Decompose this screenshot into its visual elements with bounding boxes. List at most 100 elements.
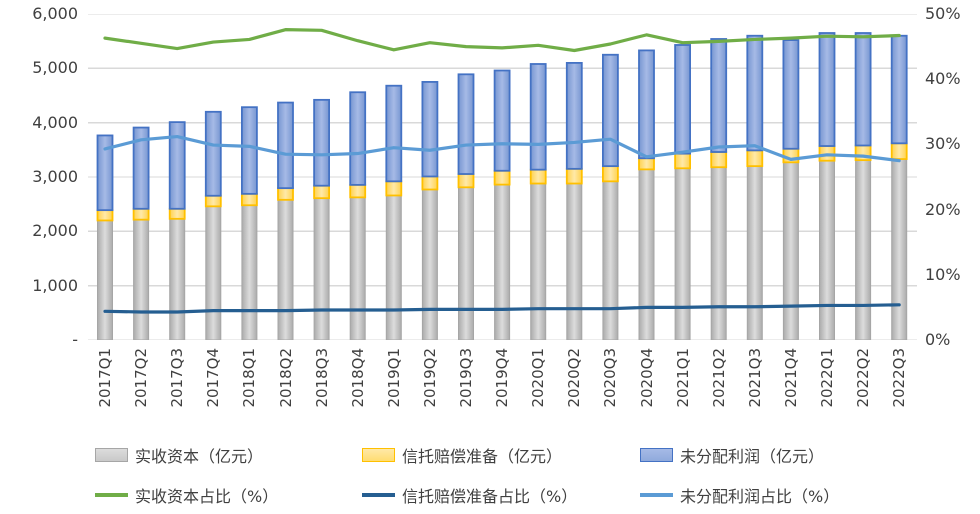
bar-trust-compensation-reserve bbox=[529, 168, 547, 185]
bar-trust-compensation-reserve bbox=[565, 167, 583, 185]
legend-bar-swatch-paid-in-capital bbox=[95, 448, 128, 462]
bar-paid-in-capital bbox=[205, 205, 222, 340]
right-axis-tick: 50% bbox=[925, 4, 961, 23]
line-undistributed-profit-ratio bbox=[103, 134, 901, 163]
bar-undistributed-profit bbox=[854, 32, 872, 147]
bar-paid-in-capital bbox=[602, 180, 619, 340]
right-axis-tick: 10% bbox=[925, 264, 961, 284]
bar-trust-compensation-reserve bbox=[168, 207, 186, 220]
bar-paid-in-capital bbox=[349, 196, 366, 340]
legend-label: 未分配利润占比（%） bbox=[680, 487, 840, 506]
bar-paid-in-capital bbox=[421, 188, 438, 340]
bar-undistributed-profit bbox=[457, 73, 475, 175]
lines bbox=[103, 28, 901, 314]
x-axis-label: 2019Q2 bbox=[420, 348, 439, 408]
bar-paid-in-capital bbox=[241, 204, 258, 340]
legend-item-trust-compensation-reserve: 信托赔偿准备（亿元） bbox=[362, 444, 562, 466]
bar-trust-compensation-reserve bbox=[457, 173, 475, 189]
left-axis-tick: 3,000 bbox=[32, 167, 78, 186]
x-axis-label: 2017Q1 bbox=[96, 348, 114, 408]
bar-undistributed-profit bbox=[204, 110, 222, 197]
x-axis-label: 2019Q3 bbox=[457, 348, 475, 408]
bar-paid-in-capital bbox=[494, 184, 511, 340]
bar-trust-compensation-reserve bbox=[638, 157, 655, 171]
bar-paid-in-capital bbox=[169, 218, 186, 340]
bar-paid-in-capital bbox=[710, 166, 727, 340]
bar-undistributed-profit bbox=[277, 101, 294, 190]
x-axis-label: 2018Q4 bbox=[348, 348, 367, 408]
bar-undistributed-profit bbox=[674, 44, 691, 155]
x-axis-label: 2022Q2 bbox=[854, 348, 873, 408]
bar-trust-compensation-reserve bbox=[710, 151, 728, 169]
legend-line-swatch-trust-compensation-reserve-ratio bbox=[362, 493, 395, 497]
x-axis-label: 2018Q1 bbox=[240, 348, 259, 408]
x-axis-label: 2022Q3 bbox=[890, 348, 909, 408]
bar-trust-compensation-reserve bbox=[746, 149, 764, 168]
x-axis-label: 2017Q3 bbox=[168, 348, 187, 408]
x-axis-label: 2018Q3 bbox=[312, 348, 331, 408]
bar-undistributed-profit bbox=[638, 49, 655, 160]
bar-undistributed-profit bbox=[890, 34, 908, 145]
bar-paid-in-capital bbox=[385, 194, 402, 340]
legend-label: 实收资本占比（%） bbox=[135, 487, 279, 506]
x-axis-label: 2019Q1 bbox=[384, 348, 403, 408]
bar-undistributed-profit bbox=[96, 134, 114, 212]
left-axis-tick: 4,000 bbox=[32, 112, 78, 132]
left-axis-tick: 2,000 bbox=[32, 221, 78, 241]
bar-undistributed-profit bbox=[493, 69, 511, 172]
bar-paid-in-capital bbox=[638, 168, 655, 340]
plot-svg bbox=[88, 14, 917, 340]
legend-item-paid-in-capital: 实收资本（亿元） bbox=[95, 444, 263, 466]
bar-trust-compensation-reserve bbox=[132, 207, 150, 221]
x-axis-label: 2017Q4 bbox=[204, 348, 223, 408]
legend-line-swatch-paid-in-capital-ratio bbox=[95, 493, 128, 497]
x-axis-label: 2017Q2 bbox=[132, 348, 151, 408]
bar-undistributed-profit bbox=[168, 121, 186, 210]
bar-undistributed-profit bbox=[132, 126, 150, 210]
bar-trust-compensation-reserve bbox=[96, 209, 114, 222]
x-axis-label: 2021Q4 bbox=[781, 348, 800, 408]
legend-bar-swatch-trust-compensation-reserve bbox=[362, 448, 395, 462]
bar-undistributed-profit bbox=[421, 81, 439, 178]
right-axis-tick: 0% bbox=[925, 330, 951, 349]
bar-undistributed-profit bbox=[782, 39, 800, 150]
bar-trust-compensation-reserve bbox=[240, 192, 258, 207]
bar-paid-in-capital bbox=[133, 219, 150, 340]
x-axis-label: 2018Q2 bbox=[276, 348, 295, 408]
bar-trust-compensation-reserve bbox=[493, 169, 511, 186]
bar-paid-in-capital bbox=[97, 219, 113, 340]
bar-trust-compensation-reserve bbox=[313, 184, 331, 200]
bar-trust-compensation-reserve bbox=[204, 194, 222, 208]
bar-trust-compensation-reserve bbox=[277, 187, 294, 201]
bar-paid-in-capital bbox=[458, 186, 474, 340]
legend-label: 信托赔偿准备（亿元） bbox=[402, 447, 563, 466]
legend-line-swatch-undistributed-profit-ratio bbox=[640, 493, 673, 497]
bar-trust-compensation-reserve bbox=[890, 142, 908, 160]
bar-paid-in-capital bbox=[819, 160, 835, 340]
bar-undistributed-profit bbox=[313, 98, 331, 187]
legend-label: 未分配利润（亿元） bbox=[680, 447, 825, 466]
x-axis-label: 2020Q3 bbox=[601, 348, 620, 408]
bar-undistributed-profit bbox=[349, 91, 367, 186]
right-axis-tick: 20% bbox=[925, 199, 961, 219]
x-axis-label: 2019Q4 bbox=[493, 348, 512, 408]
legend-item-paid-in-capital-ratio: 实收资本占比（%） bbox=[95, 484, 278, 506]
bar-paid-in-capital bbox=[566, 183, 583, 340]
bar-paid-in-capital bbox=[674, 167, 691, 340]
legend-item-trust-compensation-reserve-ratio: 信托赔偿准备占比（%） bbox=[362, 484, 577, 506]
x-axis-label: 2020Q2 bbox=[565, 348, 584, 408]
line-paid-in-capital-ratio bbox=[103, 28, 901, 53]
left-axis-tick: 1,000 bbox=[32, 275, 78, 295]
bar-undistributed-profit bbox=[565, 62, 583, 170]
x-axis-label: 2020Q1 bbox=[529, 348, 548, 408]
x-axis-label: 2021Q2 bbox=[709, 348, 728, 408]
legend-label: 信托赔偿准备占比（%） bbox=[402, 487, 578, 506]
x-axis-label: 2020Q4 bbox=[637, 348, 656, 408]
bar-paid-in-capital bbox=[530, 183, 547, 340]
bar-undistributed-profit bbox=[746, 34, 764, 152]
bar-undistributed-profit bbox=[602, 53, 619, 168]
legend-bar-swatch-undistributed-profit bbox=[640, 448, 673, 462]
bar-paid-in-capital bbox=[746, 165, 763, 340]
bar-paid-in-capital bbox=[277, 199, 294, 340]
bar-paid-in-capital bbox=[891, 158, 908, 340]
